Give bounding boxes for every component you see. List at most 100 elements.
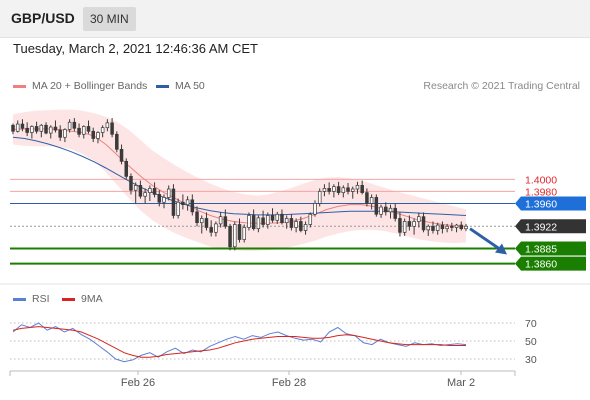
- candle-body: [237, 224, 242, 240]
- copyright: Research © 2021 Trading Central: [423, 80, 580, 92]
- candle-body: [58, 129, 62, 138]
- candle-body: [303, 224, 308, 231]
- candle-body: [129, 176, 133, 191]
- rsi-tick-label: 50: [525, 336, 537, 348]
- candle-body: [393, 207, 397, 219]
- candle-body: [124, 160, 129, 177]
- candle-body: [162, 197, 166, 203]
- candle-body: [341, 187, 346, 193]
- candle-body: [181, 201, 185, 205]
- forecast-arrow-icon: [469, 227, 503, 252]
- candle-body: [384, 206, 388, 213]
- candle-body: [77, 127, 81, 135]
- candle-body: [412, 221, 416, 227]
- candle-body: [133, 185, 138, 191]
- candle-body: [67, 121, 72, 130]
- header-bar: GBP/USD 30 MIN: [0, 0, 590, 38]
- level-label-1-4000: 1.4000: [525, 174, 557, 186]
- candle-body: [115, 133, 119, 150]
- candle-body: [317, 191, 322, 204]
- candle-body: [176, 201, 180, 216]
- candle-body: [365, 192, 369, 204]
- candle-body: [157, 194, 162, 203]
- bollinger-band-area: [13, 109, 466, 251]
- candles-group: [11, 118, 468, 251]
- candle-body: [223, 216, 228, 227]
- candle-body: [431, 225, 435, 231]
- candle-body: [299, 221, 303, 231]
- candle-body: [350, 188, 355, 192]
- candle-body: [464, 225, 468, 230]
- forecast-arrowhead-icon: [495, 243, 507, 255]
- candle-body: [25, 127, 29, 133]
- candle-body: [327, 188, 331, 192]
- legend-ma50-label: MA 50: [175, 80, 205, 92]
- candle-body: [218, 216, 223, 225]
- candle-body: [63, 129, 67, 138]
- candle-body: [417, 216, 421, 222]
- candle-body: [39, 124, 44, 132]
- candle-body: [91, 130, 95, 139]
- legend-ma20: MA 20 + Bollinger Bands: [13, 80, 147, 92]
- candle-body: [166, 188, 171, 198]
- candle-body: [11, 124, 15, 132]
- candle-body: [407, 221, 412, 227]
- candle-body: [388, 207, 393, 213]
- candle-body: [440, 224, 445, 230]
- candle-body: [360, 185, 364, 193]
- candle-body: [195, 211, 199, 224]
- candle-body: [119, 148, 124, 162]
- candle-body: [30, 126, 34, 133]
- rsi-tick-label: 70: [525, 318, 537, 330]
- level-badge-1-3885: [515, 241, 586, 256]
- candle-body: [355, 185, 360, 190]
- candle-body: [105, 122, 110, 129]
- candle-body: [332, 186, 336, 192]
- legend-9ma: 9MA: [62, 293, 103, 305]
- candle-body: [284, 218, 289, 224]
- candle-body: [86, 126, 91, 132]
- candle-body: [214, 223, 218, 233]
- candle-body: [421, 216, 426, 231]
- candle-body: [261, 217, 265, 225]
- candle-body: [280, 213, 284, 224]
- candle-body: [346, 187, 350, 192]
- candle-body: [185, 199, 190, 205]
- candle-body: [294, 221, 298, 228]
- candle-body: [44, 124, 48, 134]
- candle-body: [15, 123, 20, 132]
- candle-body: [379, 206, 383, 215]
- candle-body: [247, 215, 251, 228]
- level-badge-text-1-3922: 1.3922: [525, 221, 557, 233]
- candle-body: [445, 225, 449, 230]
- level-label-1-3980: 1.3980: [525, 186, 557, 198]
- candle-body: [138, 185, 143, 197]
- candle-body: [48, 126, 53, 134]
- candle-body: [20, 123, 25, 129]
- candle-body: [454, 224, 459, 228]
- ma50-swatch-icon: [156, 84, 169, 88]
- candle-body: [336, 186, 341, 193]
- candle-body: [398, 218, 402, 233]
- candle-body: [233, 224, 237, 248]
- candle-body: [275, 213, 280, 221]
- candle-body: [256, 217, 261, 230]
- legend-9ma-label: 9MA: [81, 293, 103, 305]
- legend-ma20-label: MA 20 + Bollinger Bands: [32, 80, 148, 92]
- candle-body: [242, 227, 246, 240]
- candle-body: [313, 203, 317, 215]
- symbol-title: GBP/USD: [11, 10, 75, 26]
- level-badge-text-1-3860: 1.3860: [525, 259, 557, 271]
- candle-body: [374, 197, 379, 215]
- legend-rsi: RSI: [13, 293, 50, 305]
- ma9-swatch-icon: [62, 297, 75, 301]
- rsi-tick-label: 30: [525, 354, 537, 366]
- legend-rsi-label: RSI: [32, 293, 50, 305]
- candle-body: [289, 218, 294, 228]
- candle-body: [82, 126, 86, 135]
- timeframe-badge[interactable]: 30 MIN: [83, 7, 136, 31]
- candle-body: [110, 122, 114, 135]
- legend-ma50: MA 50: [156, 80, 205, 92]
- candle-body: [251, 215, 256, 230]
